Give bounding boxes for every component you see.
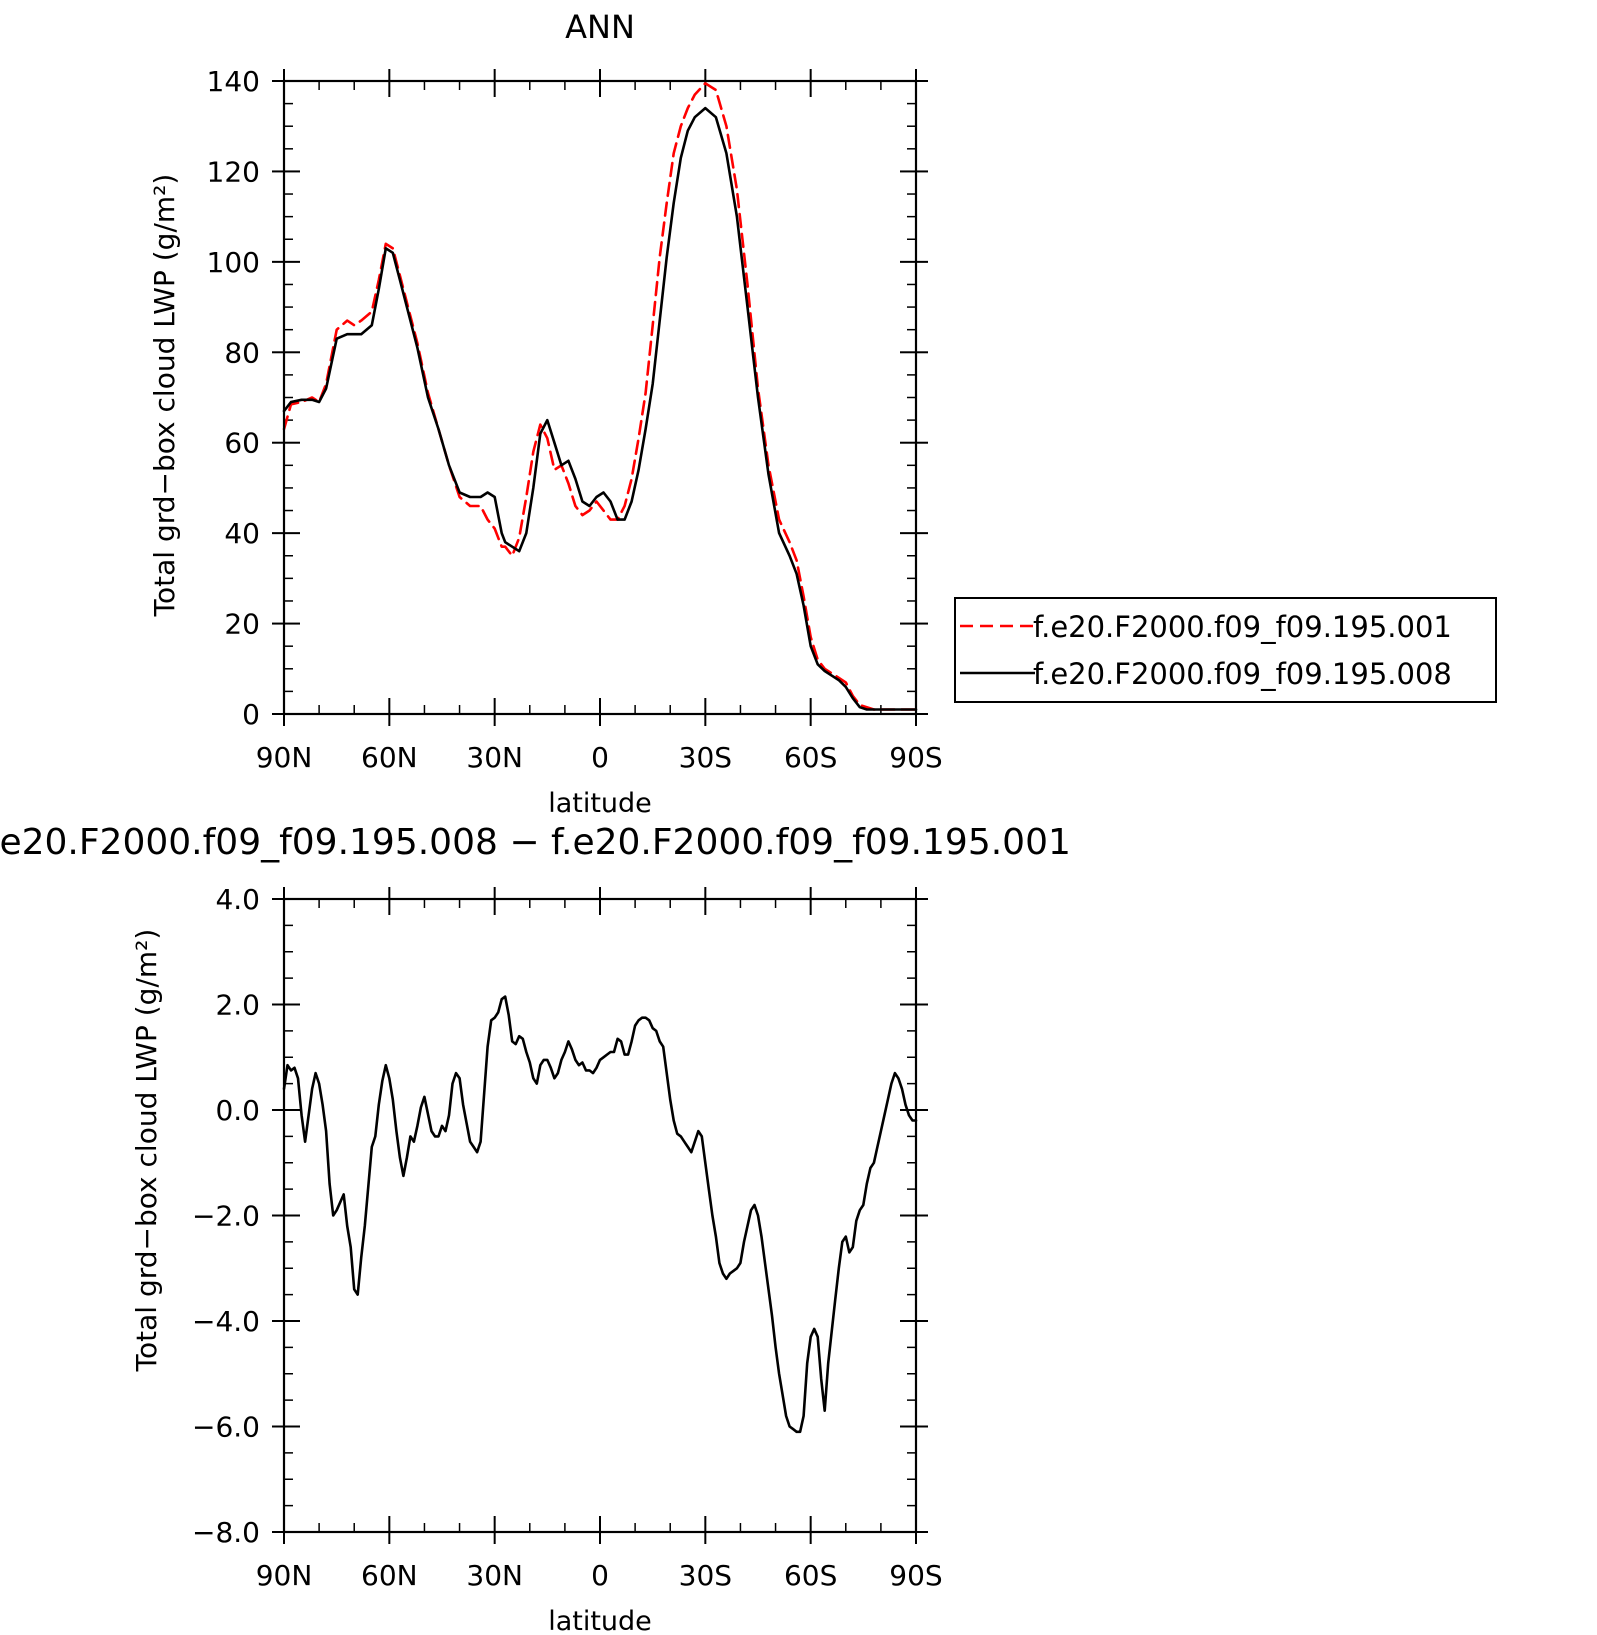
y-tick-label: −2.0 xyxy=(192,1200,260,1233)
legend: f.e20.F2000.f09_f09.195.001 f.e20.F2000.… xyxy=(954,597,1497,703)
y-tick-label: −8.0 xyxy=(192,1516,260,1549)
legend-box xyxy=(954,597,1497,703)
x-tick-label: 0 xyxy=(591,741,609,774)
legend-label-008: f.e20.F2000.f09_f09.195.008 xyxy=(1033,657,1452,691)
top-chart-title: ANN xyxy=(565,8,635,46)
y-tick-label: 120 xyxy=(207,155,260,188)
top-chart-series xyxy=(282,82,918,711)
bottom-difference-chart: .e20.F2000.f09_f09.195.008 − f.e20.F2000… xyxy=(0,822,1071,1635)
bottom-chart-x-axis-label: latitude xyxy=(548,1606,652,1635)
x-tick-label: 30S xyxy=(679,741,732,774)
x-tick-label: 60N xyxy=(361,1559,418,1592)
bottom-chart-frame xyxy=(282,897,918,1534)
y-tick-label: 20 xyxy=(224,608,260,641)
y-tick-label: 40 xyxy=(224,517,260,550)
series-line-001 xyxy=(282,82,918,711)
x-tick-label: 60N xyxy=(361,741,418,774)
y-tick-label: 60 xyxy=(224,427,260,460)
bottom-chart-title: .e20.F2000.f09_f09.195.008 − f.e20.F2000… xyxy=(0,822,1071,863)
series-line-difference xyxy=(282,995,918,1434)
x-tick-label: 90N xyxy=(256,741,313,774)
x-tick-label: 90S xyxy=(889,741,942,774)
top-line-chart: ANN Total grd−box cloud LWP (g/m²) latit… xyxy=(148,8,943,819)
y-tick-label: −4.0 xyxy=(192,1305,260,1338)
y-tick-label: 100 xyxy=(207,246,260,279)
x-tick-label: 90N xyxy=(256,1559,313,1592)
y-tick-label: 4.0 xyxy=(215,883,260,916)
bottom-chart-series xyxy=(282,995,918,1434)
top-chart-frame xyxy=(282,79,918,716)
bottom-chart-ticks: −8.0 −6.0 −4.0 −2.0 0.0 2.0 4.0 90N 60N 30N 0 30S 60… xyxy=(192,883,943,1592)
bottom-chart-y-axis-label: Total grd−box cloud LWP (g/m²) xyxy=(130,929,163,1373)
x-tick-label: 90S xyxy=(889,1559,942,1592)
x-tick-label: 60S xyxy=(784,741,837,774)
top-chart-x-axis-label: latitude xyxy=(548,788,652,819)
series-line-008 xyxy=(282,106,918,711)
y-tick-label: 0 xyxy=(242,698,260,731)
x-tick-label: 30S xyxy=(679,1559,732,1592)
x-tick-label: 0 xyxy=(591,1559,609,1592)
top-chart-ticks: 0 20 40 60 80 100 120 140 90N 60N 30N 0 30S 60S 90S xyxy=(207,65,943,774)
x-tick-label: 60S xyxy=(784,1559,837,1592)
x-tick-label: 30N xyxy=(466,1559,523,1592)
x-tick-label: 30N xyxy=(466,741,523,774)
y-tick-label: 140 xyxy=(207,65,260,98)
y-tick-label: 2.0 xyxy=(215,989,260,1022)
legend-label-001: f.e20.F2000.f09_f09.195.001 xyxy=(1033,610,1452,644)
y-tick-label: 80 xyxy=(224,336,260,369)
y-tick-label: 0.0 xyxy=(215,1094,260,1127)
top-chart-y-axis-label: Total grd−box cloud LWP (g/m²) xyxy=(148,174,181,618)
y-tick-label: −6.0 xyxy=(192,1411,260,1444)
